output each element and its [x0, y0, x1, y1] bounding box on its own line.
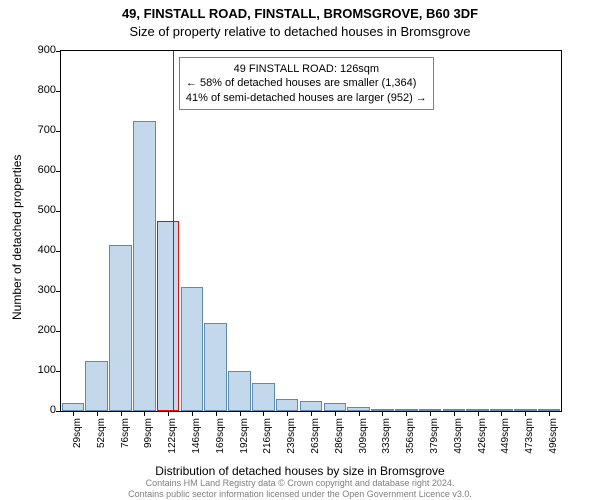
x-tick-label: 449sqm [500, 418, 511, 458]
bar [109, 245, 132, 411]
y-tick [56, 131, 61, 132]
chart-container: 49, FINSTALL ROAD, FINSTALL, BROMSGROVE,… [0, 0, 600, 500]
x-tick-label: 52sqm [96, 418, 107, 458]
y-axis-label: Number of detached properties [10, 155, 24, 320]
x-tick-label: 426sqm [477, 418, 488, 458]
y-tick [56, 91, 61, 92]
x-tick [525, 411, 526, 416]
x-tick-label: 286sqm [334, 418, 345, 458]
y-tick [56, 251, 61, 252]
x-tick-label: 403sqm [453, 418, 464, 458]
bar [204, 323, 227, 411]
bar [133, 121, 156, 411]
bar [62, 403, 85, 411]
x-tick [454, 411, 455, 416]
x-tick-label: 122sqm [167, 418, 178, 458]
bar [538, 409, 561, 411]
y-tick [56, 211, 61, 212]
x-tick [144, 411, 145, 416]
x-tick-label: 76sqm [120, 418, 131, 458]
bar [514, 409, 537, 411]
bar [300, 401, 323, 411]
x-tick [406, 411, 407, 416]
x-tick [430, 411, 431, 416]
bar [371, 409, 394, 411]
bar [347, 407, 370, 411]
y-tick [56, 371, 61, 372]
x-tick-label: 216sqm [262, 418, 273, 458]
bar [324, 403, 347, 411]
x-tick-label: 473sqm [524, 418, 535, 458]
x-tick [97, 411, 98, 416]
bar [395, 409, 418, 411]
y-tick-label: 200 [38, 324, 56, 336]
y-tick [56, 411, 61, 412]
annotation-line-3: 41% of semi-detached houses are larger (… [186, 91, 427, 105]
bar [252, 383, 275, 411]
bar [228, 371, 251, 411]
y-tick-label: 500 [38, 204, 56, 216]
y-tick [56, 331, 61, 332]
x-tick [240, 411, 241, 416]
x-tick-label: 496sqm [548, 418, 559, 458]
footer-line-2: Contains public sector information licen… [0, 489, 600, 500]
x-tick [549, 411, 550, 416]
x-tick-label: 239sqm [286, 418, 297, 458]
annotation-line-2: ← 58% of detached houses are smaller (1,… [186, 76, 427, 90]
x-tick-label: 169sqm [215, 418, 226, 458]
x-tick [359, 411, 360, 416]
chart-title-address: 49, FINSTALL ROAD, FINSTALL, BROMSGROVE,… [0, 6, 600, 21]
x-tick-label: 309sqm [358, 418, 369, 458]
bar [443, 409, 466, 411]
x-tick-label: 192sqm [239, 418, 250, 458]
x-tick-label: 263sqm [310, 418, 321, 458]
y-tick [56, 291, 61, 292]
x-tick [311, 411, 312, 416]
y-tick-label: 100 [38, 364, 56, 376]
y-tick-label: 800 [38, 84, 56, 96]
x-tick [168, 411, 169, 416]
annotation-line-1: 49 FINSTALL ROAD: 126sqm [186, 62, 427, 76]
x-tick-label: 146sqm [191, 418, 202, 458]
x-tick-label: 379sqm [429, 418, 440, 458]
bar [419, 409, 442, 411]
annotation-box: 49 FINSTALL ROAD: 126sqm← 58% of detache… [179, 57, 434, 110]
y-tick-label: 400 [38, 244, 56, 256]
x-axis-label: Distribution of detached houses by size … [0, 464, 600, 478]
footer-line-1: Contains HM Land Registry data © Crown c… [0, 478, 600, 489]
x-tick-label: 333sqm [381, 418, 392, 458]
x-tick [382, 411, 383, 416]
y-tick-label: 600 [38, 164, 56, 176]
reference-line [173, 51, 174, 411]
x-tick-label: 29sqm [72, 418, 83, 458]
x-tick [478, 411, 479, 416]
y-tick-label: 0 [50, 404, 56, 416]
x-tick [335, 411, 336, 416]
y-tick [56, 171, 61, 172]
x-tick [287, 411, 288, 416]
x-tick [263, 411, 264, 416]
x-tick [192, 411, 193, 416]
y-tick [56, 51, 61, 52]
plot-area: 49 FINSTALL ROAD: 126sqm← 58% of detache… [60, 50, 562, 412]
bar-highlighted [157, 221, 180, 411]
x-tick [216, 411, 217, 416]
bar [490, 409, 513, 411]
y-tick-label: 700 [38, 124, 56, 136]
chart-title-description: Size of property relative to detached ho… [0, 24, 600, 39]
x-tick [73, 411, 74, 416]
footer-attribution: Contains HM Land Registry data © Crown c… [0, 478, 600, 500]
x-tick-label: 356sqm [405, 418, 416, 458]
bar [276, 399, 299, 411]
x-tick-label: 99sqm [143, 418, 154, 458]
y-tick-label: 900 [38, 44, 56, 56]
x-tick [501, 411, 502, 416]
x-tick [121, 411, 122, 416]
bar [181, 287, 204, 411]
bar [466, 409, 489, 411]
bar [85, 361, 108, 411]
y-tick-label: 300 [38, 284, 56, 296]
